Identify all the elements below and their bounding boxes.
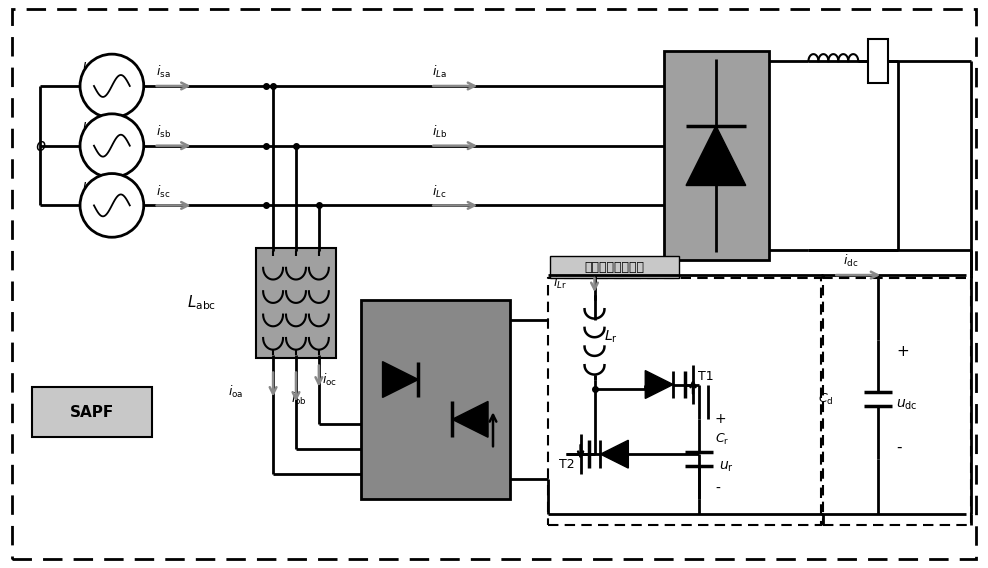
Text: +: + — [896, 344, 909, 359]
Text: $i_{\rm sa}$: $i_{\rm sa}$ — [156, 64, 170, 80]
Polygon shape — [601, 440, 628, 468]
Bar — [256, 248, 336, 358]
Bar — [823, 278, 970, 525]
Text: 有源功率解耦电路: 有源功率解耦电路 — [585, 261, 644, 274]
Text: $u_{\rm sb}$: $u_{\rm sb}$ — [82, 120, 104, 135]
Text: $i_{L{\rm b}}$: $i_{L{\rm b}}$ — [433, 124, 448, 140]
Text: $C_{\rm r}$: $C_{\rm r}$ — [715, 432, 729, 447]
Text: $L_{\rm abc}$: $L_{\rm abc}$ — [187, 294, 215, 312]
Circle shape — [80, 174, 143, 237]
Text: $o$: $o$ — [35, 137, 45, 154]
Bar — [868, 39, 888, 83]
Bar — [33, 387, 152, 437]
Text: $i_{L{\rm c}}$: $i_{L{\rm c}}$ — [433, 183, 447, 199]
Bar — [549, 256, 679, 278]
Polygon shape — [382, 362, 418, 398]
Text: T1: T1 — [698, 370, 713, 383]
Text: $i_{\rm oa}$: $i_{\rm oa}$ — [228, 383, 244, 399]
Text: SAPF: SAPF — [70, 405, 114, 420]
Polygon shape — [645, 370, 673, 398]
Text: $i_{\rm sc}$: $i_{\rm sc}$ — [156, 183, 170, 199]
Text: $C_{\rm d}$: $C_{\rm d}$ — [818, 392, 833, 407]
Text: $u_{\rm sa}$: $u_{\rm sa}$ — [82, 61, 103, 76]
Text: $L_{\rm r}$: $L_{\rm r}$ — [605, 328, 618, 345]
Text: +: + — [715, 412, 726, 427]
Bar — [361, 300, 510, 499]
Text: $i_{L{\rm r}}$: $i_{L{\rm r}}$ — [552, 275, 567, 291]
Text: $u_{\rm sc}$: $u_{\rm sc}$ — [82, 180, 103, 195]
Text: $i_{\rm dc}$: $i_{\rm dc}$ — [844, 253, 859, 269]
Text: $u_{\rm r}$: $u_{\rm r}$ — [719, 460, 734, 474]
Text: $i_{\rm sb}$: $i_{\rm sb}$ — [156, 124, 171, 140]
Text: $i_{\rm ob}$: $i_{\rm ob}$ — [291, 391, 307, 407]
Bar — [547, 278, 821, 525]
Text: $i_{L{\rm a}}$: $i_{L{\rm a}}$ — [433, 64, 448, 80]
Polygon shape — [453, 402, 488, 437]
Text: -: - — [715, 482, 720, 496]
Text: $i_{\rm oc}$: $i_{\rm oc}$ — [322, 371, 337, 387]
Text: T2: T2 — [558, 458, 574, 471]
Text: $u_{\rm dc}$: $u_{\rm dc}$ — [896, 397, 918, 412]
Bar — [664, 51, 769, 260]
Polygon shape — [686, 126, 746, 186]
Circle shape — [80, 54, 143, 118]
Circle shape — [80, 114, 143, 178]
Text: -: - — [896, 440, 901, 455]
